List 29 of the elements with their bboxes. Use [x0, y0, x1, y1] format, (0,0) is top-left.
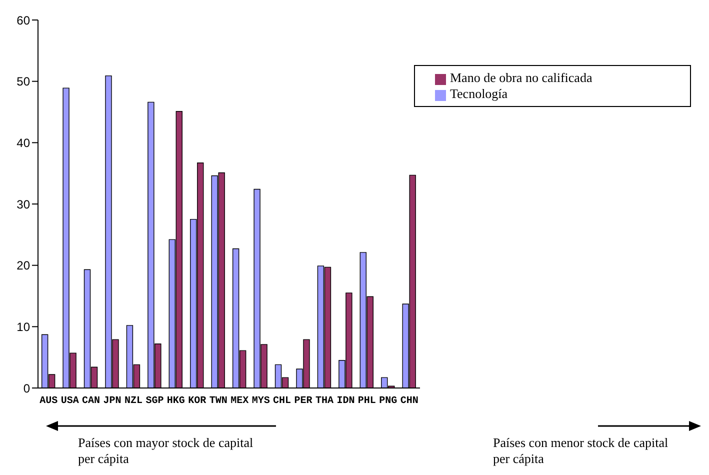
y-tick-label: 30: [16, 197, 30, 212]
x-tick-label: TWN: [209, 396, 228, 408]
x-tick-label: MEX: [230, 396, 249, 408]
y-tick-label: 10: [16, 320, 30, 334]
x-tick-label: MYS: [252, 396, 270, 408]
y-tick-label: 60: [16, 13, 30, 28]
x-tick-label: NZL: [124, 396, 143, 408]
x-tick-label: AUS: [40, 396, 58, 408]
x-tick-label: CAN: [82, 396, 100, 408]
x-tick-label: PER: [294, 396, 312, 408]
text: Países con mayor stock de capital per cápita: [78, 435, 254, 467]
y-tick-label: 0: [23, 381, 30, 396]
text: Países con menor stock de capital per cápita: [493, 435, 670, 467]
x-tick-label: KOR: [188, 396, 206, 408]
x-tick-label: JPN: [103, 396, 122, 408]
x-tick-label: CHL: [273, 396, 292, 408]
y-tick-label: 50: [16, 74, 30, 89]
y-tick-label: 20: [16, 258, 30, 273]
x-tick-label: PNG: [379, 396, 398, 408]
x-tick-label: IDN: [336, 396, 355, 408]
x-tick-label: HKG: [166, 396, 185, 408]
x-tick-label: USA: [60, 396, 79, 408]
x-tick-label: CHN: [400, 396, 418, 408]
x-tick-label: PHL: [358, 396, 376, 408]
x-tick-label: SGP: [146, 396, 164, 408]
legend-label: Mano de obra no calificada: [450, 70, 592, 85]
legend-label: Tecnología: [450, 86, 508, 101]
x-tick-label: THA: [315, 396, 334, 408]
y-tick-label: 40: [16, 136, 30, 150]
